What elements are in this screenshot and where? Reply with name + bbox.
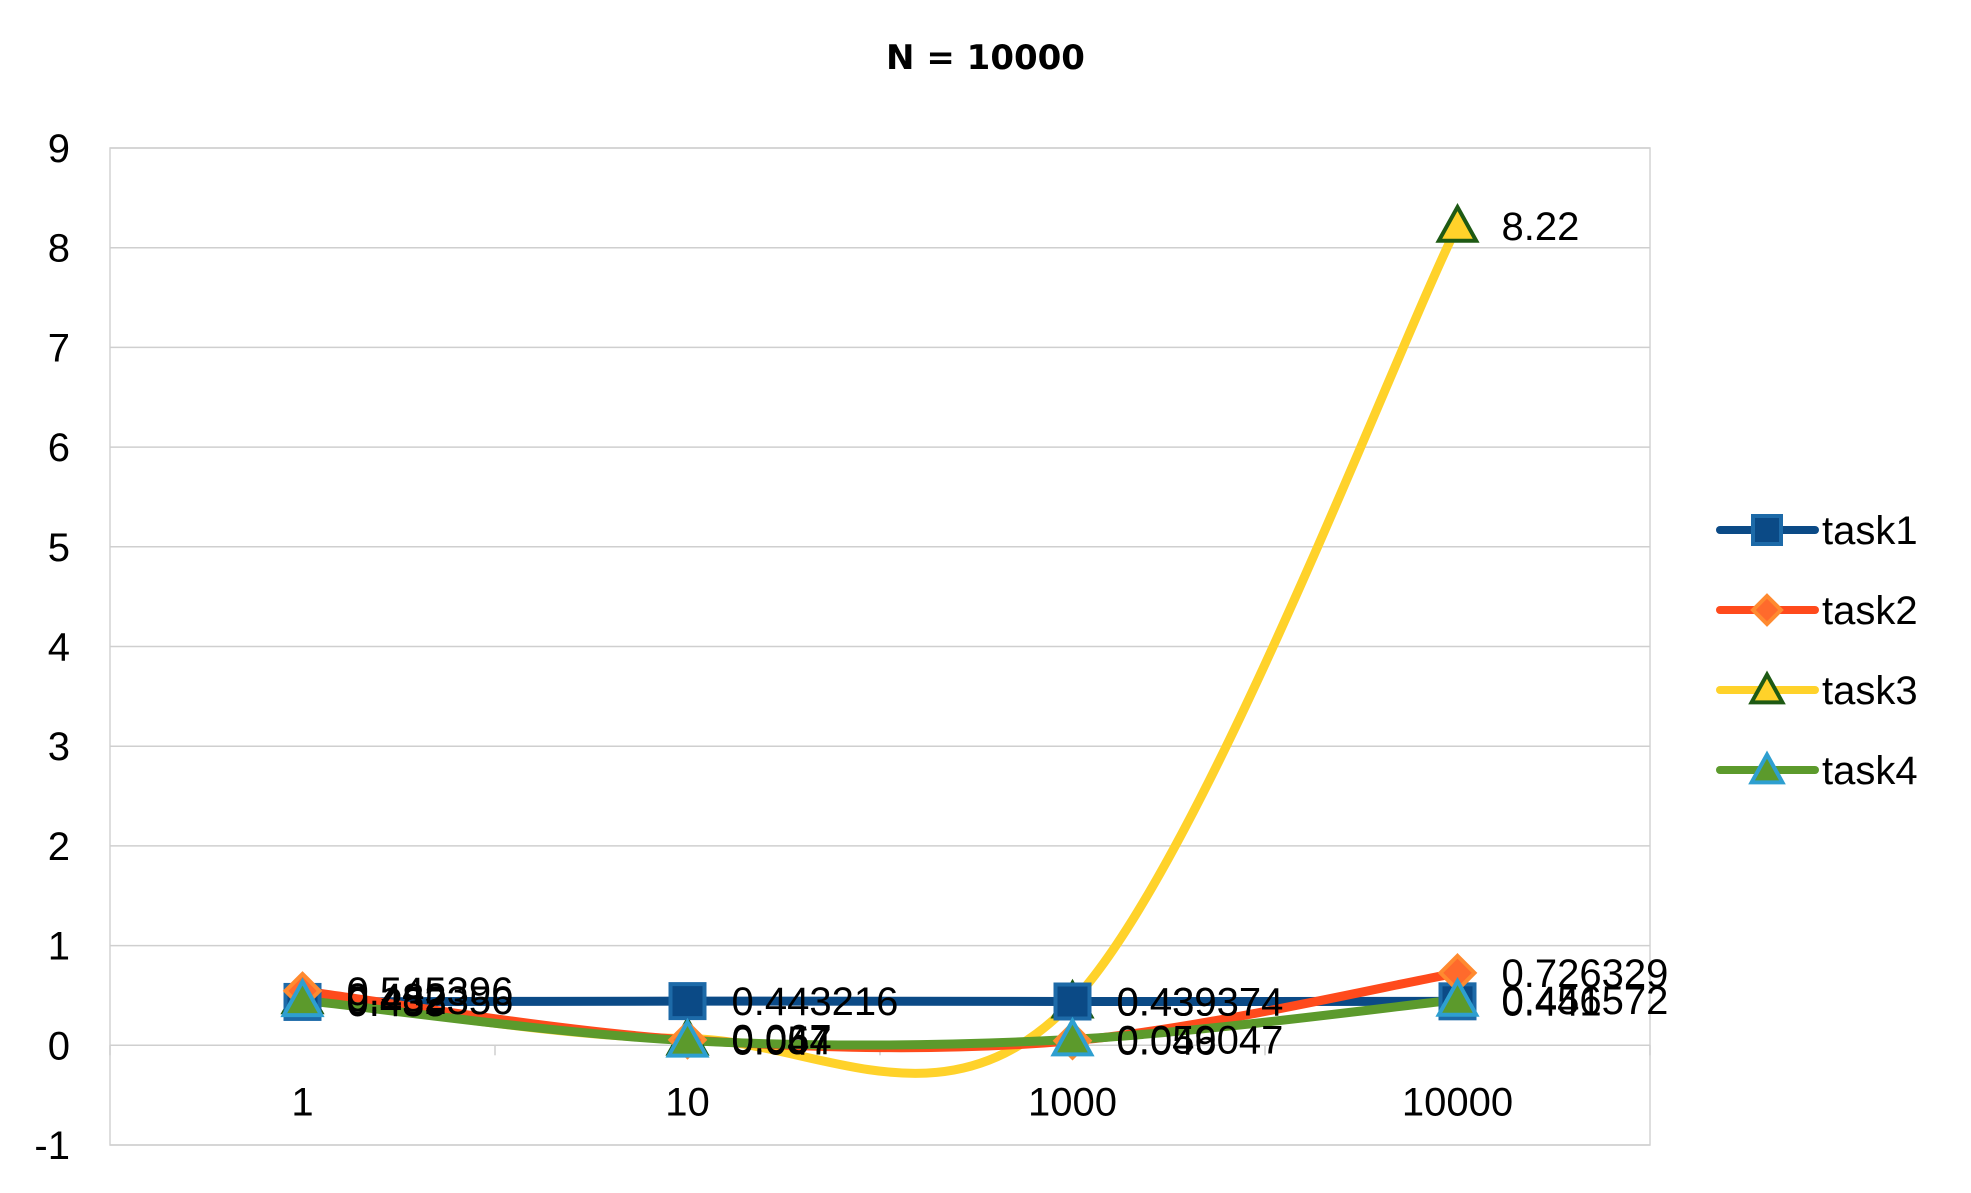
marker-task4 [665,1017,710,1058]
data-label: 0.054 [732,1019,832,1063]
legend-label: task3 [1822,669,1918,713]
data-label: 0.443216 [732,980,899,1024]
legend-swatch-marker [1748,750,1786,785]
data-label: 0.435 [347,981,447,1025]
chart-title: N = 10000 [886,38,1085,78]
legend-swatch-marker [1751,514,1783,546]
legend-item-task4: task4 [1716,749,1918,793]
data-label: 0.059047 [1117,1018,1284,1062]
legend-swatch-marker [1748,670,1786,705]
data-label: 0.441 [1502,980,1602,1024]
x-tick-label: 10000 [1402,1080,1513,1124]
marker-task3 [1435,202,1480,243]
legend-item-task1: task1 [1716,509,1918,553]
marker-task4 [280,977,325,1018]
y-tick-label: 2 [48,825,70,869]
data-label: 8.22 [1502,205,1580,249]
y-tick-label: 6 [48,426,70,470]
y-tick-label: 8 [48,227,70,271]
y-tick-label: 5 [48,526,70,570]
data-label: 0.439374 [1117,980,1284,1024]
series-line-task4 [298,995,1462,1050]
data-label: 0.452356 [347,979,514,1023]
marker-task1 [1053,982,1092,1021]
data-label: 0.047 [732,1020,832,1064]
marker-task4 [1050,1016,1095,1057]
legend-label: task2 [1822,589,1918,633]
series-lines [280,202,1480,1078]
data-label: 0.067 [732,1018,832,1062]
x-tick-label: 1 [291,1080,313,1124]
grid-lines [109,147,1651,1146]
marker-task4 [1435,976,1480,1017]
y-tick-label: 3 [48,725,70,769]
y-tick-label: -1 [34,1124,70,1168]
y-tick-label: 4 [48,626,70,670]
data-label: 0.482 [347,976,447,1020]
legend-swatch-marker [1750,593,1784,627]
data-label: 0.726329 [1502,952,1669,996]
data-label: 0.545396 [347,970,514,1014]
legend-label: task1 [1822,509,1918,553]
data-label: 0.046 [1117,1020,1217,1064]
legend-label: task4 [1822,749,1918,793]
marker-task1 [668,982,707,1021]
legend-item-task3: task3 [1716,669,1918,713]
y-tick-label: 7 [48,326,70,370]
series-line-task1 [298,996,1462,1007]
legend: task1 task2 task3 task4 [1716,509,1918,793]
data-label: 0.456572 [1502,979,1669,1023]
y-tick-label: 1 [48,925,70,969]
axes: -1 0 1 2 3 4 5 6 7 8 9 1 10 1000 10000 [34,127,1651,1168]
y-tick-label: 0 [48,1024,70,1068]
y-tick-label: 9 [48,127,70,171]
x-tick-label: 1000 [1028,1080,1117,1124]
data-label: 0.439 [1117,981,1217,1025]
legend-item-task2: task2 [1716,589,1918,633]
x-tick-label: 10 [665,1080,710,1124]
